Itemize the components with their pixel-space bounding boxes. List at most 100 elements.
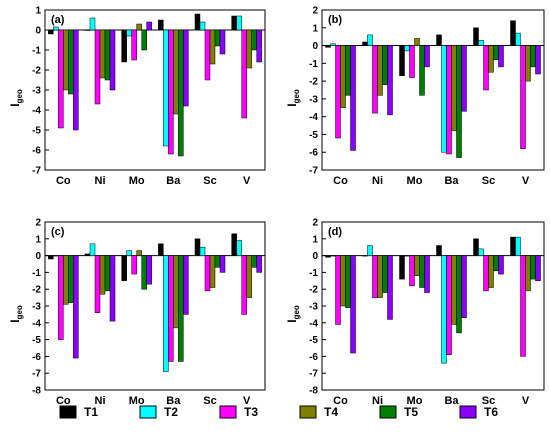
category-label: Ba [166,395,181,407]
y-tick-label: -8 [32,386,41,397]
bar-sc-t6 [498,45,504,68]
category-label: Sc [482,175,495,187]
bar-mo-t6 [424,255,430,293]
bar-ni-t1 [362,255,368,257]
bar-co-t1 [325,45,331,48]
bar-ba-t4 [451,45,457,132]
category-label: Ba [444,175,459,187]
bar-ni-t6 [387,45,393,116]
bar-mo-t5 [141,255,147,290]
y-axis-label-main: I [8,103,22,106]
y-tick-label: -5 [309,130,318,141]
bar-ni-t1 [84,253,91,256]
bar-ba-t2 [441,45,447,153]
bar-v-t2 [236,240,242,256]
legend-swatch-t6 [459,405,477,419]
panel-label: (b) [328,14,342,26]
bar-sc-t4 [209,255,216,288]
y-tick-label: 0 [35,251,41,262]
bar-ba-t2 [163,255,169,372]
bar-mo-t3 [409,45,415,78]
y-axis-label: Igeo [8,89,24,107]
bar-sc-t1 [473,238,479,256]
y-tick-label: -6 [32,352,41,363]
category-label: Co [56,395,71,407]
bar-sc-t2 [199,246,206,256]
bar-mo-t2 [404,255,410,257]
bar-v-t6 [535,255,541,282]
panel-label: (d) [328,226,342,238]
bar-mo-t6 [424,45,430,68]
bar-ba-t1 [436,34,442,46]
bar-sc-t3 [204,29,211,81]
y-tick-label: -8 [309,386,318,397]
y-axis-label-sub: geo [15,89,24,103]
y-axis-label-sub: geo [292,305,301,319]
bar-sc-t3 [483,45,489,91]
y-tick-label: 1 [312,23,318,34]
bar-co-t4 [63,255,69,305]
bar-ni-t4 [377,255,383,298]
bar-co-t4 [340,45,346,109]
bar-co-t4 [340,255,346,307]
bar-ba-t3 [446,255,452,355]
bar-ba-t4 [173,29,179,115]
y-tick-label: -1 [309,59,318,70]
category-label: Ni [372,395,383,407]
bar-sc-t1 [473,27,479,46]
bar-ni-t1 [362,41,368,46]
bar-ba-t6 [461,45,467,112]
bar-mo-t4 [136,250,142,256]
legend-label-t4: T4 [324,405,338,419]
y-tick-label: -3 [32,86,41,97]
bar-mo-t4 [414,38,420,46]
bar-mo-t5 [419,255,425,288]
bar-ba-t2 [163,29,169,147]
bar-ba-t5 [456,45,462,158]
bar-mo-t6 [146,21,152,31]
bar-ni-t5 [104,29,111,81]
legend-swatch-t2 [139,405,157,419]
y-tick-label: 2 [312,6,318,17]
category-label: Ba [166,175,181,187]
bar-ba-t2 [441,255,447,364]
legend-label-t2: T2 [164,405,178,419]
y-tick-label: 2 [35,218,41,229]
y-tick-label: -2 [32,66,41,77]
plot-frame [321,9,545,171]
bar-sc-t4 [209,29,216,65]
bar-sc-t6 [498,255,504,275]
bar-mo-t1 [121,255,127,282]
bar-ni-t3 [94,29,101,105]
bar-co-t5 [68,255,74,303]
bar-co-t5 [345,255,351,308]
category-label: V [522,175,530,187]
legend: T1 T2 T3 T4 T5 T6 [59,405,498,419]
bar-ni-t5 [104,255,111,292]
bar-co-t6 [350,45,356,151]
bar-sc-t1 [194,238,201,256]
bar-sc-t5 [493,255,499,271]
bar-ni-t3 [94,255,101,313]
y-tick-label: 1 [35,6,41,17]
y-tick-label: 1 [312,234,318,245]
bar-v-t1 [510,236,516,256]
bar-co-t2 [53,255,59,257]
category-label: Sc [203,395,216,407]
bar-v-t4 [246,255,252,298]
legend-swatch-t3 [219,405,237,419]
bar-ni-t2 [367,34,373,46]
bar-ba-t1 [436,245,442,256]
bar-v-t5 [530,45,536,68]
bar-co-t3 [335,255,341,325]
bar-co-t1 [48,255,54,260]
y-tick-label: -2 [309,77,318,88]
y-tick-label: -6 [309,352,318,363]
category-label: V [243,395,251,407]
y-axis-label-sub: geo [15,305,24,319]
bar-mo-t3 [131,255,137,275]
bar-co-t6 [350,255,356,354]
bar-ba-t3 [168,29,174,155]
y-axis-label: Igeo [8,305,24,323]
